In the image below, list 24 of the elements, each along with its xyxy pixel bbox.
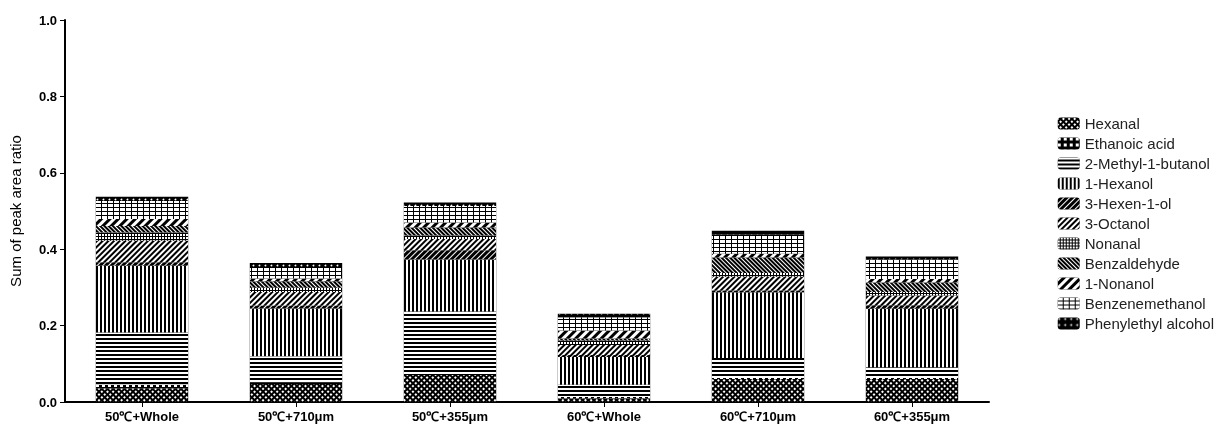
legend-label: 2-Methyl-1-butanol [1084, 155, 1210, 172]
legend-label: Benzaldehyde [1084, 255, 1180, 272]
y-axis-title: Sum of peak area ratio [7, 135, 24, 287]
legend-label: Hexanal [1084, 115, 1140, 132]
x-tick-label: 60℃+Whole [566, 409, 642, 424]
y-tick-label: 0.6 [38, 165, 57, 181]
x-tick-label: 60℃+710μm [719, 409, 797, 424]
y-tick-label: 0.0 [38, 394, 57, 410]
y-tick-label: 0.2 [38, 318, 57, 334]
legend-label: Benzenemethanol [1084, 295, 1206, 312]
x-tick-label: 50℃+710μm [257, 409, 335, 424]
y-tick-label: 1.0 [38, 12, 57, 28]
legend-label: Ethanoic acid [1084, 135, 1175, 152]
x-tick-label: 50℃+355μm [411, 409, 489, 424]
legend-label: Phenylethyl alcohol [1084, 315, 1215, 332]
legend-label: 1-Hexanol [1084, 175, 1154, 192]
x-tick-label: 50℃+Whole [104, 409, 180, 424]
y-tick-label: 0.8 [38, 88, 57, 104]
legend-label: 1-Nonanol [1084, 275, 1154, 292]
legend-label: 3-Hexen-1-ol [1084, 195, 1172, 212]
x-tick-label: 60℃+355μm [873, 409, 951, 424]
legend-label: Nonanal [1084, 235, 1141, 252]
y-tick-label: 0.4 [38, 241, 58, 257]
legend-label: 3-Octanol [1084, 215, 1150, 232]
